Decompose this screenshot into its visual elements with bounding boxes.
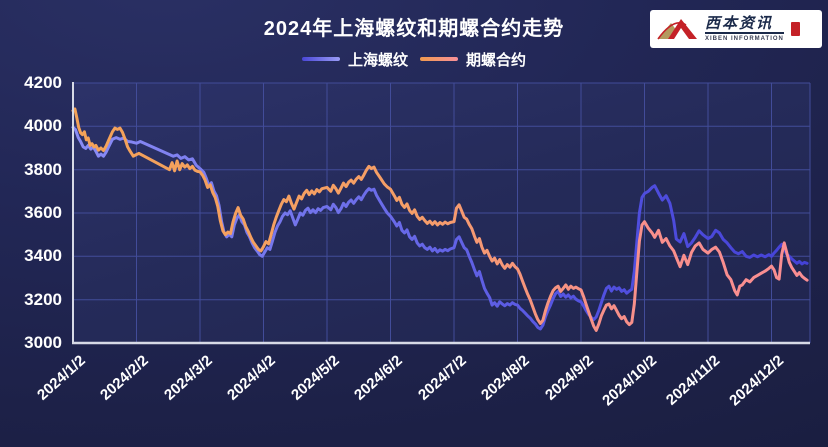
page-title: 2024年上海螺纹和期螺合约走势 <box>263 18 565 40</box>
logo-name-cn: 西本资讯 <box>705 16 784 34</box>
y-tick-label-4200: 4200 <box>24 73 62 92</box>
y-tick-label-3000: 3000 <box>24 333 62 352</box>
legend: 上海螺纹 期螺合约 <box>0 49 828 69</box>
series-line-shanghai-rebar <box>71 125 809 331</box>
legend-line-swatch-orange <box>420 57 458 61</box>
xiben-logo: 西本资讯 XIBEN INFORMATION <box>650 10 822 48</box>
y-tick-label-3200: 3200 <box>24 289 62 309</box>
logo-name-en: XIBEN INFORMATION <box>705 36 784 42</box>
legend-label: 上海螺纹 <box>347 51 408 69</box>
y-tick-label-3800: 3800 <box>24 159 62 179</box>
legend-item-shanghai-rebar[interactable]: 上海螺纹 <box>301 49 408 70</box>
series-line-rebar-futures <box>71 107 809 332</box>
mountain-logo-icon <box>657 19 697 40</box>
legend-label: 期螺合约 <box>466 51 527 69</box>
y-tick-label-3600: 3600 <box>24 203 62 222</box>
legend-item-rebar-futures[interactable]: 期螺合约 <box>420 49 526 70</box>
y-tick-label-4000: 4000 <box>24 116 62 136</box>
vertical-gridlines <box>136 83 811 343</box>
logo-red-seal <box>790 22 800 36</box>
legend-line-swatch-blue <box>301 57 340 61</box>
y-tick-label-3400: 3400 <box>24 246 62 266</box>
